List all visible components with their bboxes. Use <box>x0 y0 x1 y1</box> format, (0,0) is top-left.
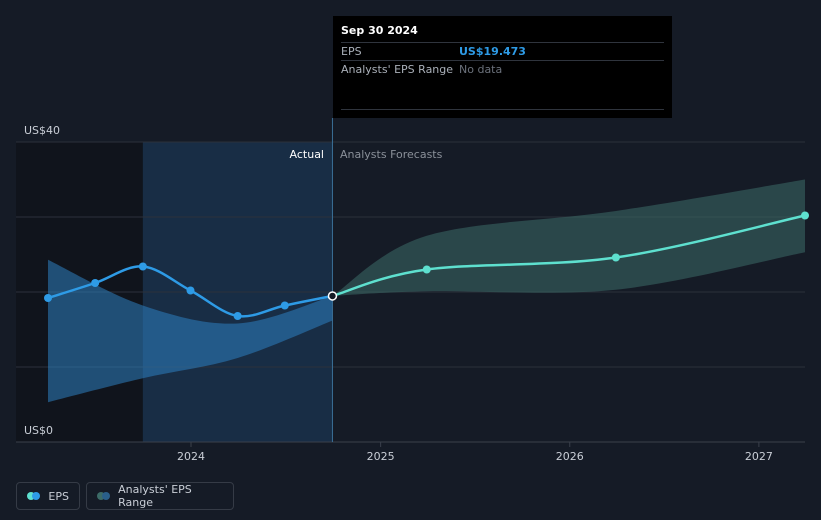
tooltip: Sep 30 2024 EPS US$19.473 Analysts' EPS … <box>333 16 672 118</box>
current-point[interactable] <box>327 291 338 301</box>
eps-actual-point[interactable] <box>186 286 195 295</box>
tooltip-eps-value: US$19.473 <box>459 45 526 58</box>
eps-forecast-points <box>422 211 809 274</box>
actual-range-area <box>48 259 333 403</box>
x-tick-label: 2027 <box>745 450 773 463</box>
x-tick-label: 2024 <box>177 450 205 463</box>
eps-actual-point[interactable] <box>233 312 242 320</box>
y-min-label: US$0 <box>24 424 53 437</box>
tooltip-range-row: Analysts' EPS Range No data <box>341 60 664 78</box>
eps-actual-points <box>44 262 289 320</box>
eps-forecast-line <box>332 214 806 298</box>
tooltip-divider <box>341 109 664 110</box>
legend-eps-label: EPS <box>48 489 69 503</box>
eps-forecast-point[interactable] <box>801 211 809 220</box>
eps-actual-point[interactable] <box>280 301 289 310</box>
tooltip-date: Sep 30 2024 <box>341 24 418 37</box>
tooltip-eps-row: EPS US$19.473 <box>341 42 664 60</box>
forecast-range-area <box>332 179 805 296</box>
tooltip-range-value: No data <box>459 63 503 76</box>
eps-actual-point[interactable] <box>138 262 147 271</box>
eps-chart: US$40 US$0 Actual Analysts Forecasts 202… <box>16 118 809 463</box>
x-tick-label: 2026 <box>556 450 584 463</box>
forecast-label: Analysts Forecasts <box>340 148 443 161</box>
eps-forecast-point[interactable] <box>422 265 431 274</box>
eps-actual-point[interactable] <box>44 294 52 302</box>
x-tick-label: 2025 <box>367 450 395 463</box>
tooltip-eps-label: EPS <box>341 45 362 58</box>
actual-label: Actual <box>290 148 324 161</box>
eps-actual-point[interactable] <box>91 279 100 287</box>
y-max-label: US$40 <box>24 124 60 137</box>
legend-eps[interactable]: EPS <box>16 482 80 510</box>
tooltip-range-label: Analysts' EPS Range <box>341 63 454 76</box>
x-axis-ticks: 2024 2025 2026 2027 <box>177 442 773 463</box>
eps-forecast-point[interactable] <box>611 253 620 262</box>
eps-swatch-icon <box>27 492 40 500</box>
range-swatch-icon <box>97 492 110 500</box>
legend-range[interactable]: Analysts' EPS Range <box>86 482 234 510</box>
legend-range-label: Analysts' EPS Range <box>118 483 192 509</box>
